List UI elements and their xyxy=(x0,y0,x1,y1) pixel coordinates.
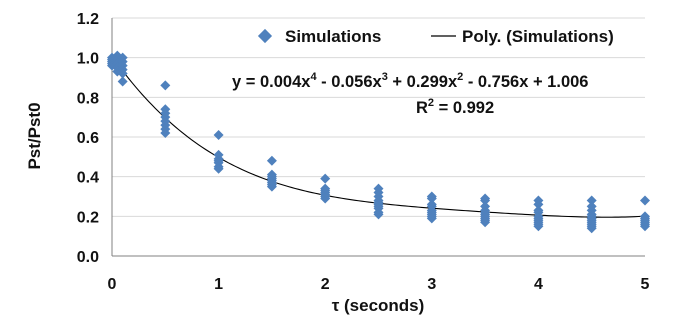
x-tick-label: 4 xyxy=(534,276,543,293)
x-axis-title: τ (seconds) xyxy=(332,296,425,315)
equation-part: y = 0.004x xyxy=(232,73,311,91)
data-point-diamond xyxy=(213,130,224,141)
x-tick-label: 5 xyxy=(641,276,650,293)
y-tick-label: 0.4 xyxy=(77,170,99,187)
y-axis-title: Pst/Pst0 xyxy=(25,102,44,169)
legend: Simulations Poly. (Simulations) xyxy=(257,27,614,46)
y-tick-label: 0.8 xyxy=(77,90,99,107)
data-point-diamond xyxy=(533,221,544,232)
x-tick-label: 0 xyxy=(108,276,117,293)
x-tick-label: 3 xyxy=(427,276,436,293)
equation-part: - 0.056x xyxy=(317,73,383,91)
equation-exponent: 4 xyxy=(310,71,317,83)
r2-part: R xyxy=(416,99,428,117)
r2-part: = 0.992 xyxy=(434,99,494,117)
data-point-diamond xyxy=(480,217,491,228)
data-point-diamond xyxy=(117,68,128,79)
legend-label-trend: Poly. (Simulations) xyxy=(462,27,614,46)
r2-exponent: 2 xyxy=(428,97,434,109)
data-point-diamond xyxy=(426,193,437,204)
data-point-diamond xyxy=(533,199,544,210)
y-tick-label: 1.2 xyxy=(77,11,99,28)
data-point-diamond xyxy=(586,223,597,234)
data-point-diamond xyxy=(160,80,171,91)
y-tick-label: 1.0 xyxy=(77,51,99,68)
data-point-diamond xyxy=(320,173,331,184)
trendline-equation: y = 0.004x4 - 0.056x3 + 0.299x2 - 0.756x… xyxy=(232,71,588,91)
y-tick-label: 0.0 xyxy=(77,249,99,266)
trendline-r-squared: R2 = 0.992 xyxy=(416,97,494,117)
y-tick-label: 0.2 xyxy=(77,209,99,226)
data-point-diamond xyxy=(373,209,384,220)
x-tick-labels: 0 1 2 3 4 5 xyxy=(108,276,650,293)
equation-part: - 0.756x + 1.006 xyxy=(463,73,588,91)
equation-part: + 0.299x xyxy=(388,73,458,91)
equation-exponent: 2 xyxy=(457,71,463,83)
data-point-diamond xyxy=(160,128,171,139)
data-point-diamond xyxy=(117,76,128,87)
equation-exponent: 3 xyxy=(382,71,388,83)
data-point-diamond xyxy=(480,195,491,206)
x-tick-label: 2 xyxy=(321,276,330,293)
data-point-diamond xyxy=(586,195,597,206)
data-point-diamond xyxy=(320,193,331,204)
legend-marker-diamond xyxy=(257,28,273,44)
data-point-diamond xyxy=(266,181,277,192)
legend-label-simulations: Simulations xyxy=(285,27,381,46)
data-points xyxy=(107,50,650,234)
data-point-diamond xyxy=(640,221,650,232)
data-point-diamond xyxy=(426,213,437,224)
data-point-diamond xyxy=(640,195,650,206)
data-point-diamond xyxy=(266,155,277,166)
y-tick-label: 0.6 xyxy=(77,130,99,147)
data-point-diamond xyxy=(213,163,224,174)
x-tick-label: 1 xyxy=(214,276,223,293)
y-tick-labels: 0.0 0.2 0.4 0.6 0.8 1.0 1.2 xyxy=(77,11,99,266)
